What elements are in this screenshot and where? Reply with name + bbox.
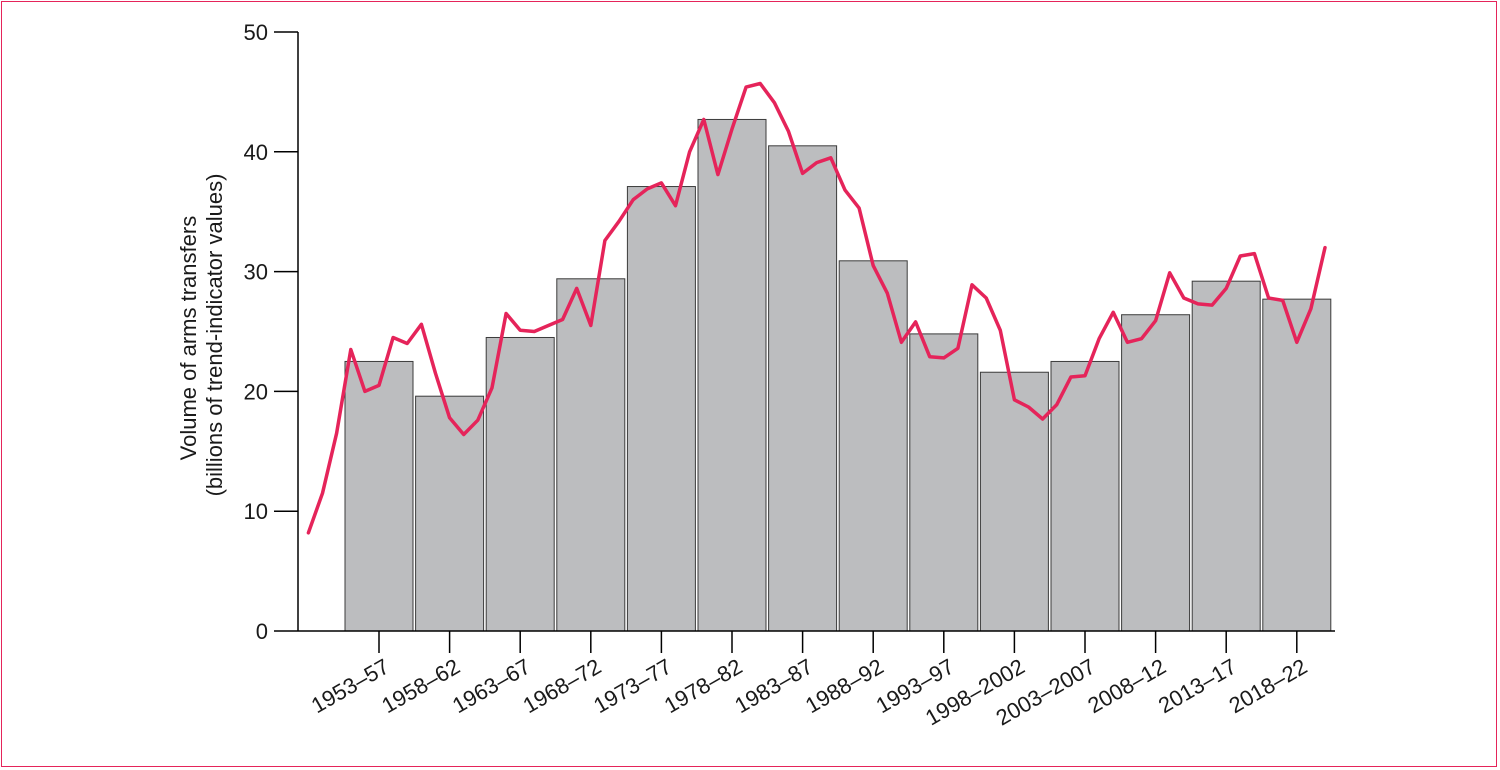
x-category-label: 1953–57 [307, 654, 394, 718]
y-ticks: 0 10 20 30 40 50 [244, 20, 298, 644]
y-axis-title-line-2: (billions of trend-indicator values) [202, 174, 227, 497]
bar-1983–87 [768, 145, 838, 632]
x-category-label: 2008–12 [1083, 654, 1170, 718]
bar-1988–92 [838, 260, 908, 632]
bar-2018–22 [1262, 298, 1332, 632]
bar-1998–2002 [979, 371, 1049, 632]
y-tick-label: 0 [256, 619, 268, 644]
bar-1968–72 [556, 278, 626, 632]
bar-1963–67 [485, 336, 555, 632]
annual-trend-line [306, 81, 1327, 535]
x-category-label: 2018–22 [1225, 654, 1312, 718]
bars-group [344, 118, 1332, 632]
bar-1953–57 [344, 360, 414, 632]
bar-2003–2007 [1050, 360, 1120, 632]
x-category-label: 1958–62 [377, 654, 464, 718]
y-tick-label: 10 [244, 499, 268, 524]
y-tick-label: 50 [244, 20, 268, 45]
bar-1978–82 [697, 118, 767, 632]
x-ticks: 1953–571958–621963–671968–721973–771978–… [307, 631, 1311, 730]
x-category-label: 1988–92 [801, 654, 888, 718]
bar-1973–77 [626, 186, 696, 632]
x-category-label: 1978–82 [660, 654, 747, 718]
y-tick-label: 40 [244, 140, 268, 165]
x-category-label: 1983–87 [730, 654, 817, 718]
x-category-label: 2013–17 [1154, 654, 1241, 718]
x-category-label: 1968–72 [519, 654, 606, 718]
y-axis-title: Volume of arms transfers (billions of tr… [176, 174, 227, 497]
y-tick-label: 30 [244, 260, 268, 285]
bar-1993–97 [909, 333, 979, 632]
x-category-label: 1973–77 [589, 654, 676, 718]
bar-2013–17 [1191, 280, 1261, 632]
y-axis-title-line-1: Volume of arms transfers [176, 216, 201, 461]
x-category-label: 1963–67 [448, 654, 535, 718]
bar-1958–62 [415, 395, 485, 632]
y-tick-label: 20 [244, 379, 268, 404]
bar-2008–12 [1121, 314, 1191, 632]
